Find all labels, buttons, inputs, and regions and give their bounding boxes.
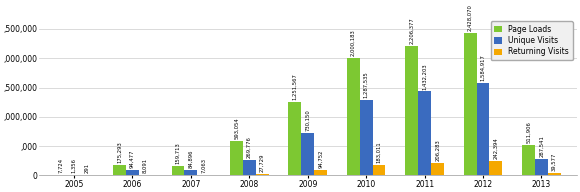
Text: 1,251,567: 1,251,567 [292, 73, 298, 100]
Text: 206,283: 206,283 [435, 140, 440, 161]
Text: 291: 291 [84, 163, 89, 173]
Text: 27,729: 27,729 [260, 153, 264, 172]
Bar [314, 170, 327, 175]
Text: 287,541: 287,541 [539, 135, 544, 157]
Bar [418, 91, 431, 175]
Bar [372, 165, 386, 175]
Text: 39,577: 39,577 [552, 153, 557, 171]
Bar [301, 133, 314, 175]
Text: 1,584,917: 1,584,917 [480, 54, 485, 81]
Text: 94,477: 94,477 [130, 149, 135, 168]
Bar [522, 145, 535, 175]
Text: 94,752: 94,752 [318, 149, 323, 168]
Bar [256, 174, 269, 175]
Bar [490, 161, 502, 175]
Bar [126, 170, 139, 175]
Legend: Page Loads, Unique Visits, Returning Visits: Page Loads, Unique Visits, Returning Vis… [491, 21, 572, 60]
Bar [464, 33, 477, 175]
Bar [288, 102, 301, 175]
Bar [477, 83, 490, 175]
Bar [172, 166, 184, 175]
Text: 1,287,535: 1,287,535 [364, 71, 369, 98]
Bar [347, 58, 360, 175]
Text: 8,091: 8,091 [143, 158, 148, 173]
Bar [535, 159, 548, 175]
Bar [548, 173, 561, 175]
Text: 511,906: 511,906 [526, 122, 531, 143]
Text: 2,428,070: 2,428,070 [467, 4, 473, 31]
Text: 2,206,377: 2,206,377 [409, 17, 414, 44]
Bar [431, 163, 444, 175]
Text: 7,724: 7,724 [59, 158, 64, 173]
Text: 175,293: 175,293 [117, 142, 122, 163]
Text: 1,356: 1,356 [71, 158, 77, 173]
Text: 593,054: 593,054 [234, 117, 239, 139]
Bar [230, 141, 243, 175]
Text: 730,150: 730,150 [305, 109, 310, 131]
Bar [113, 165, 126, 175]
Text: 2,000,183: 2,000,183 [351, 30, 356, 56]
Text: 1,432,203: 1,432,203 [422, 63, 427, 90]
Text: 242,394: 242,394 [494, 137, 498, 159]
Text: 269,776: 269,776 [246, 136, 252, 158]
Text: 84,896: 84,896 [188, 150, 193, 169]
Bar [184, 170, 197, 175]
Text: 159,713: 159,713 [176, 142, 180, 164]
Text: 183,011: 183,011 [376, 141, 382, 163]
Bar [405, 46, 418, 175]
Bar [243, 160, 256, 175]
Bar [360, 100, 372, 175]
Text: 7,063: 7,063 [201, 158, 206, 173]
